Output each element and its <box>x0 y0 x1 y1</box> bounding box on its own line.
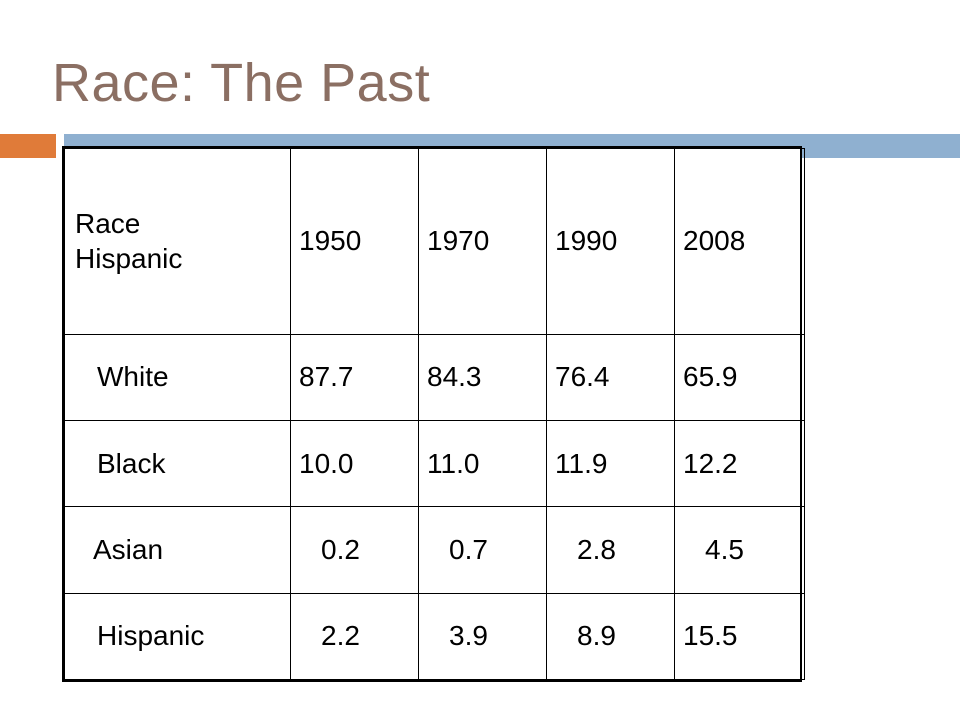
value-cell: 2.8 <box>546 506 675 594</box>
value-cell: 87.7 <box>290 333 419 422</box>
table-row: Hispanic 2.2 3.9 8.9 15.5 <box>64 592 805 681</box>
value-cell: 0.7 <box>418 506 547 594</box>
value-cell: 11.0 <box>418 420 547 508</box>
value-cell: 4.5 <box>674 506 805 594</box>
table-row: Black 10.0 11.0 11.9 12.2 <box>64 420 805 508</box>
value-cell: 3.9 <box>418 592 547 681</box>
data-table: Race Hispanic 1950 1970 1990 2008 White … <box>64 148 805 681</box>
slide-title: Race: The Past <box>52 53 431 113</box>
value-cell: 84.3 <box>418 333 547 422</box>
table-row: White 87.7 84.3 76.4 65.9 <box>64 333 805 422</box>
row-label-cell: Black <box>64 420 291 508</box>
race-table: Race Hispanic 1950 1970 1990 2008 White … <box>62 146 805 682</box>
header-year-cell: 1970 <box>418 148 547 335</box>
accent-bar-orange <box>0 134 56 158</box>
table-header-row: Race Hispanic 1950 1970 1990 2008 <box>64 148 805 335</box>
header-label-line2: Hispanic <box>75 243 183 275</box>
value-cell: 15.5 <box>674 592 805 681</box>
value-cell: 11.9 <box>546 420 675 508</box>
row-label-cell: Hispanic <box>64 592 291 681</box>
header-year-cell: 1950 <box>290 148 419 335</box>
value-cell: 8.9 <box>546 592 675 681</box>
value-cell: 76.4 <box>546 333 675 422</box>
value-cell: 12.2 <box>674 420 805 508</box>
row-label-cell: White <box>64 333 291 422</box>
header-label-line1: Race <box>75 208 141 240</box>
row-label-cell: Asian <box>64 506 291 594</box>
value-cell: 10.0 <box>290 420 419 508</box>
value-cell: 0.2 <box>290 506 419 594</box>
value-cell: 65.9 <box>674 333 805 422</box>
table-row: Asian 0.2 0.7 2.8 4.5 <box>64 506 805 594</box>
header-label-cell: Race Hispanic <box>64 148 291 335</box>
header-year-cell: 2008 <box>674 148 805 335</box>
value-cell: 2.2 <box>290 592 419 681</box>
header-year-cell: 1990 <box>546 148 675 335</box>
